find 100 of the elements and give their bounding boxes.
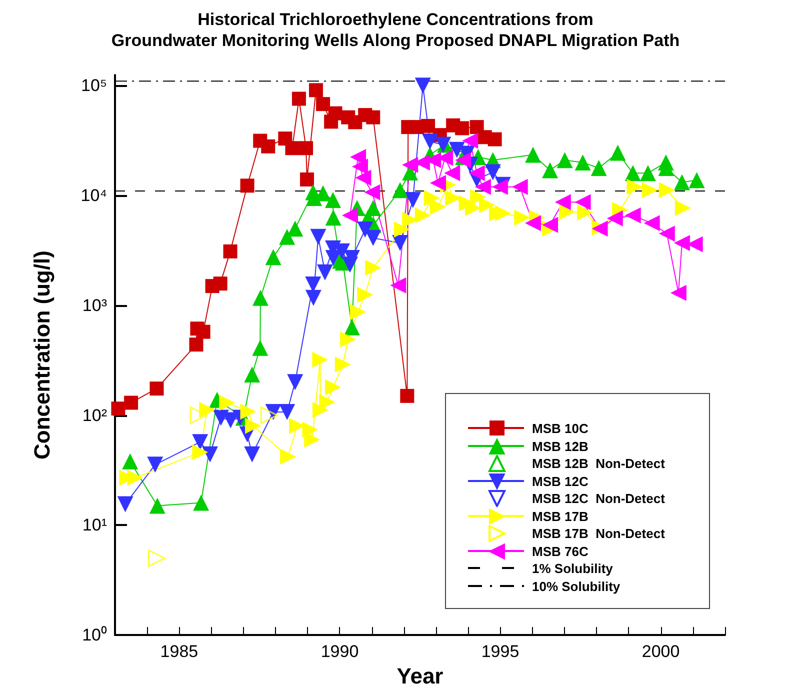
point [390, 277, 406, 294]
point [150, 382, 164, 396]
point [287, 374, 304, 390]
point [192, 434, 208, 450]
point [305, 290, 322, 306]
point [365, 230, 382, 246]
y-tick-label: 10¹ [82, 516, 108, 535]
point [455, 121, 470, 136]
point [674, 234, 690, 251]
point [340, 331, 356, 348]
point [193, 494, 210, 511]
point [310, 228, 326, 245]
point [366, 110, 380, 124]
point [556, 152, 573, 168]
point [219, 394, 236, 411]
point [484, 164, 501, 180]
point [127, 470, 144, 486]
point [312, 402, 328, 418]
point [424, 190, 440, 206]
point [189, 338, 204, 352]
legend-label: MSB 12C [532, 474, 588, 489]
point [149, 498, 166, 514]
x-tick-label: 1985 [160, 642, 198, 661]
point [316, 264, 333, 280]
point [559, 204, 576, 220]
legend-label: MSB 17B [532, 508, 588, 524]
point [357, 286, 374, 303]
point [117, 496, 134, 512]
point [285, 141, 300, 156]
point [494, 205, 511, 222]
point [640, 165, 656, 182]
point [642, 182, 658, 198]
point [202, 446, 218, 462]
y-axis-title: Concentration (ug/l) [30, 250, 54, 460]
y-tick-label: 10³ [82, 296, 108, 315]
point [421, 118, 436, 133]
point [244, 446, 260, 462]
point [448, 142, 465, 158]
point [299, 141, 314, 156]
point [462, 132, 478, 149]
point [525, 146, 542, 163]
legend-label: MSB 17B Non-Detect [532, 526, 665, 542]
point [325, 250, 342, 266]
chart-title: Historical Trichloroethylene Concentrations from Groundwater Monitoring Wells Along Proposed DNAPL Migration Path [111, 10, 680, 50]
point [196, 324, 210, 339]
point [688, 172, 705, 188]
point [279, 404, 296, 420]
point [279, 228, 296, 245]
point [308, 83, 323, 98]
point [394, 222, 410, 238]
point [674, 200, 691, 216]
point [554, 194, 571, 210]
point [199, 402, 216, 418]
legend-label: MSB 10C [532, 421, 588, 436]
point [430, 175, 446, 191]
point [674, 174, 690, 190]
point [658, 182, 675, 198]
point [124, 396, 138, 410]
x-tick-label: 1995 [481, 642, 520, 661]
point [312, 352, 328, 368]
point [624, 165, 641, 182]
point [422, 134, 438, 150]
point [670, 284, 686, 301]
point [577, 204, 594, 221]
point [190, 406, 208, 424]
point [400, 388, 414, 403]
point [245, 418, 262, 434]
point [365, 200, 382, 216]
point [240, 404, 256, 420]
point [474, 178, 491, 195]
x-tick-label: 2000 [642, 642, 680, 661]
point [479, 196, 496, 213]
point [468, 165, 485, 182]
point [300, 172, 314, 186]
point [240, 178, 254, 193]
y-tick-label: 10² [82, 406, 108, 425]
point [280, 448, 296, 465]
point [364, 184, 380, 200]
point [658, 226, 675, 242]
y-tick-label: 10⁴ [80, 186, 107, 206]
legend-label: MSB 12B [532, 438, 588, 454]
x-axis-title: Year [396, 664, 444, 688]
point [260, 406, 278, 424]
point [542, 162, 558, 178]
point [122, 453, 138, 470]
point [352, 158, 368, 175]
point [392, 182, 408, 198]
point [147, 456, 164, 473]
point [542, 216, 558, 233]
point [334, 356, 351, 372]
point [606, 210, 623, 226]
point [512, 178, 528, 195]
point [414, 78, 431, 94]
point [252, 290, 268, 306]
point [357, 222, 374, 238]
point [148, 549, 166, 567]
point [644, 215, 660, 232]
legend-label: MSB 12B Non-Detect [532, 456, 665, 472]
point [488, 132, 502, 146]
point [414, 207, 431, 224]
